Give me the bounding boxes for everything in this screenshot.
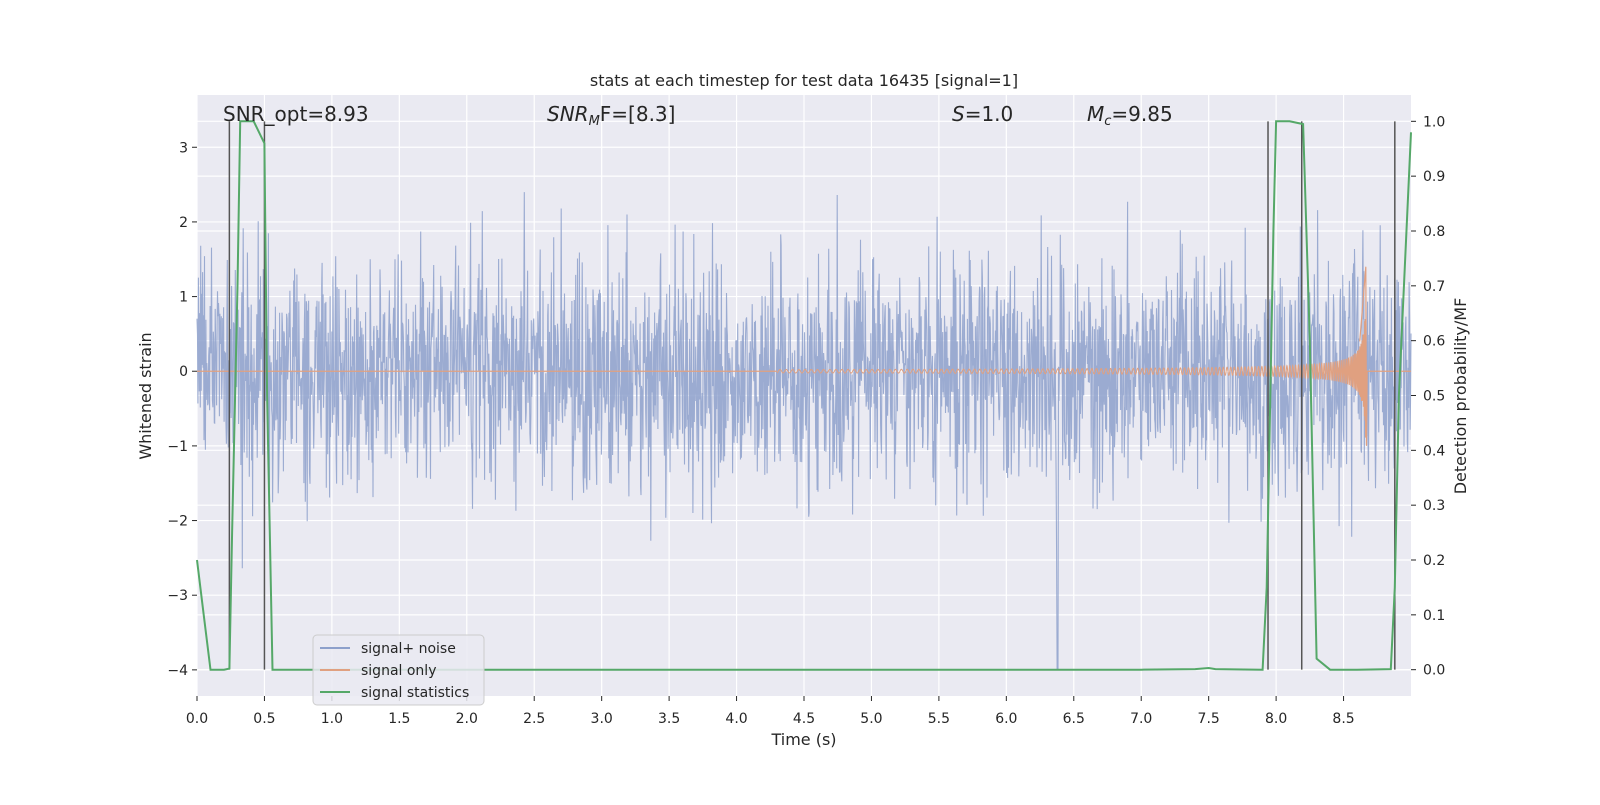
annotation-snr-mf: SNRMF=[8.3] <box>547 102 675 129</box>
annotation-mc-rest: =9.85 <box>1111 102 1172 126</box>
x-tick-3.5: 3.5 <box>658 711 680 727</box>
x-tick-4.5: 4.5 <box>793 711 815 727</box>
x-tick-8.0: 8.0 <box>1265 711 1287 727</box>
y2-tick-0.7: 0.7 <box>1423 279 1445 295</box>
y-tick-−2: −2 <box>167 514 188 530</box>
annotation-mc-main: M <box>1087 102 1104 126</box>
y2-tick-1.0: 1.0 <box>1423 114 1445 130</box>
y-tick-−4: −4 <box>167 663 188 679</box>
annotation-s-rest: =1.0 <box>965 102 1014 126</box>
y-tick-2: 2 <box>179 215 188 231</box>
y2-tick-0.5: 0.5 <box>1423 389 1445 405</box>
y-axis-label: Whitened strain <box>136 332 155 459</box>
x-tick-2.5: 2.5 <box>523 711 545 727</box>
chart-title: stats at each timestep for test data 164… <box>590 71 1018 90</box>
y2-tick-0.4: 0.4 <box>1423 443 1445 459</box>
legend-box <box>312 634 485 706</box>
legend: signal+ noise signal only signal statist… <box>312 634 485 706</box>
annotation-snr-mf-sub: M <box>589 114 600 129</box>
x-tick-5.0: 5.0 <box>860 711 882 727</box>
x-tick-2.0: 2.0 <box>456 711 478 727</box>
x-tick-1.5: 1.5 <box>388 711 410 727</box>
y-tick-1: 1 <box>179 290 188 306</box>
annotation-snr-mf-main: SNR <box>547 102 589 126</box>
x-tick-3.0: 3.0 <box>591 711 613 727</box>
y2-tick-0.1: 0.1 <box>1423 608 1445 624</box>
y2-tick-0.8: 0.8 <box>1423 224 1445 240</box>
y-tick-−3: −3 <box>167 588 188 604</box>
x-tick-4.0: 4.0 <box>725 711 747 727</box>
x-tick-6.0: 6.0 <box>995 711 1017 727</box>
y2-tick-0.6: 0.6 <box>1423 334 1445 350</box>
y2-tick-0.2: 0.2 <box>1423 553 1445 569</box>
legend-label-signal-statistics: signal statistics <box>361 685 469 701</box>
y2-tick-0.3: 0.3 <box>1423 498 1445 514</box>
x-tick-7.5: 7.5 <box>1198 711 1220 727</box>
x-tick-0.5: 0.5 <box>253 711 275 727</box>
x-tick-labels: 0.0 0.5 1.0 1.5 2.0 2.5 3.0 3.5 4.0 4.5 5.0 5.5 6.0 6… <box>186 696 1355 727</box>
y2-tick-labels: 0.0 0.1 0.2 0.3 0.4 0.5 0.6 0.7 0.8 0.9 1.0 <box>1411 114 1445 679</box>
x-tick-7.0: 7.0 <box>1130 711 1152 727</box>
annotation-snr-mf-rest: F=[8.3] <box>600 102 676 126</box>
y-tick-−1: −1 <box>167 439 188 455</box>
x-tick-1.0: 1.0 <box>321 711 343 727</box>
x-tick-5.5: 5.5 <box>928 711 950 727</box>
statistics-line <box>196 120 1412 671</box>
y2-axis-label: Detection probability/MF <box>1451 298 1470 495</box>
annotation-mc-sub: c <box>1104 114 1111 129</box>
x-tick-0.0: 0.0 <box>186 711 208 727</box>
signal-merger-spike <box>1359 266 1368 446</box>
y-tick-3: 3 <box>179 140 188 156</box>
y-tick-labels: −4 −3 −2 −1 0 1 2 3 <box>167 140 197 679</box>
legend-label-signal-noise: signal+ noise <box>361 641 456 657</box>
x-axis-label: Time (s) <box>770 730 836 749</box>
annotation-snr-opt: SNR_opt=8.93 <box>223 102 369 126</box>
y2-tick-0.0: 0.0 <box>1423 663 1445 679</box>
legend-label-signal-only: signal only <box>361 663 436 679</box>
y2-tick-0.9: 0.9 <box>1423 169 1445 185</box>
y-tick-0: 0 <box>179 364 188 380</box>
annotation-s-main: S <box>952 102 965 126</box>
annotation-mc: Mc=9.85 <box>1087 102 1173 129</box>
x-tick-6.5: 6.5 <box>1063 711 1085 727</box>
x-tick-8.5: 8.5 <box>1332 711 1354 727</box>
series-signal-statistics <box>196 120 1412 671</box>
annotation-s: S=1.0 <box>952 102 1013 126</box>
